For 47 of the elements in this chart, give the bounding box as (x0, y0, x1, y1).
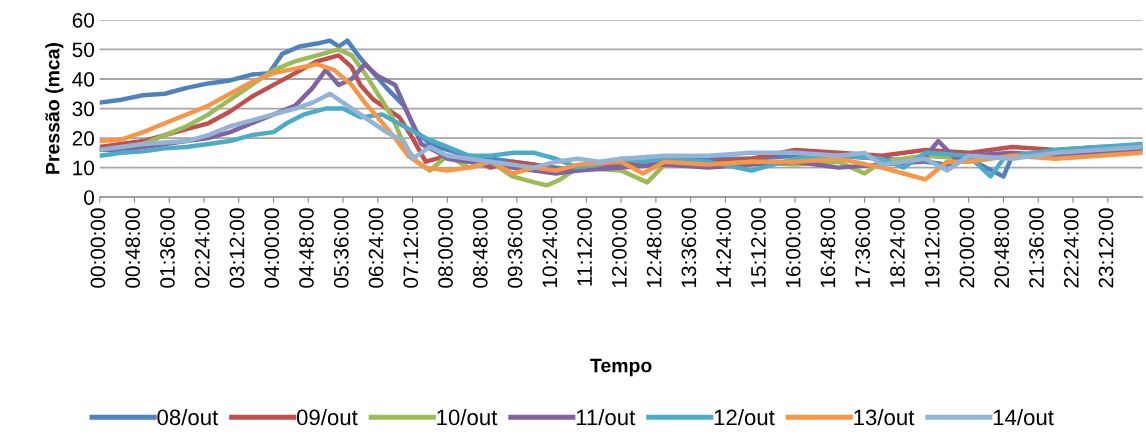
x-tick-label: 08:00:00 (438, 208, 453, 288)
legend-label: 13/out (854, 408, 915, 426)
x-tick-label: 22:24:00 (1063, 208, 1079, 288)
legend-label: 09/out (296, 408, 358, 426)
y-axis-title: Pressão (mca) (45, 43, 64, 174)
x-tick-label: 07:12:00 (403, 208, 419, 288)
x-tick-label: 20:00:00 (959, 208, 975, 288)
x-tick-label: 08:48:00 (472, 208, 488, 288)
x-tick-label: 00:48:00 (125, 208, 141, 288)
y-tick-label: 30 (72, 101, 95, 117)
x-tick-label: 20:48:00 (994, 208, 1010, 288)
x-tick-label: 16:48:00 (820, 208, 836, 288)
x-tick-label: 14:24:00 (716, 208, 732, 288)
y-tick-label: 50 (72, 42, 95, 58)
x-tick-label: 03:12:00 (229, 208, 245, 288)
x-tick-label: 06:24:00 (368, 208, 384, 288)
legend-label: 14/out (993, 408, 1054, 426)
y-tick-label: 10 (73, 160, 95, 176)
x-tick-label: 09:36:00 (507, 208, 523, 288)
legend-label: 10/out (437, 408, 498, 426)
x-tick-label: 12:48:00 (646, 208, 662, 288)
x-axis-title: Tempo (590, 358, 652, 377)
x-tick-label: 15:12:00 (751, 208, 766, 288)
x-tick-label: 04:00:00 (264, 208, 280, 288)
x-tick-label: 04:48:00 (299, 208, 314, 288)
y-tick-label: 40 (72, 72, 95, 87)
legend-label: 12/out (714, 408, 775, 426)
y-tick-label: 20 (72, 131, 95, 146)
x-tick-label: 00:00:00 (90, 208, 106, 288)
x-tick-label: 02:24:00 (194, 208, 210, 288)
x-tick-label: 13:36:00 (681, 208, 697, 288)
line-series (99, 91, 1143, 173)
legend-label: 11/out (576, 408, 636, 426)
x-tick-label: 21:36:00 (1029, 208, 1044, 288)
x-tick-label: 10:24:00 (542, 208, 558, 288)
x-tick-label: 11:12:00 (577, 208, 592, 286)
x-tick-label: 17:36:00 (855, 208, 871, 288)
x-tick-label: 23:12:00 (1098, 208, 1114, 288)
legend-label: 08/out (157, 408, 219, 426)
x-tick-label: 16:00:00 (785, 208, 801, 288)
x-tick-label: 12:00:00 (611, 208, 627, 288)
y-tick-label: 60 (72, 12, 95, 28)
x-tick-label: 01:36:00 (160, 208, 175, 288)
y-tick-label: 0 (84, 190, 95, 205)
x-tick-label: 05:36:00 (333, 208, 349, 288)
x-tick-label: 18:24:00 (890, 208, 905, 288)
x-tick-label: 19:12:00 (924, 208, 940, 288)
